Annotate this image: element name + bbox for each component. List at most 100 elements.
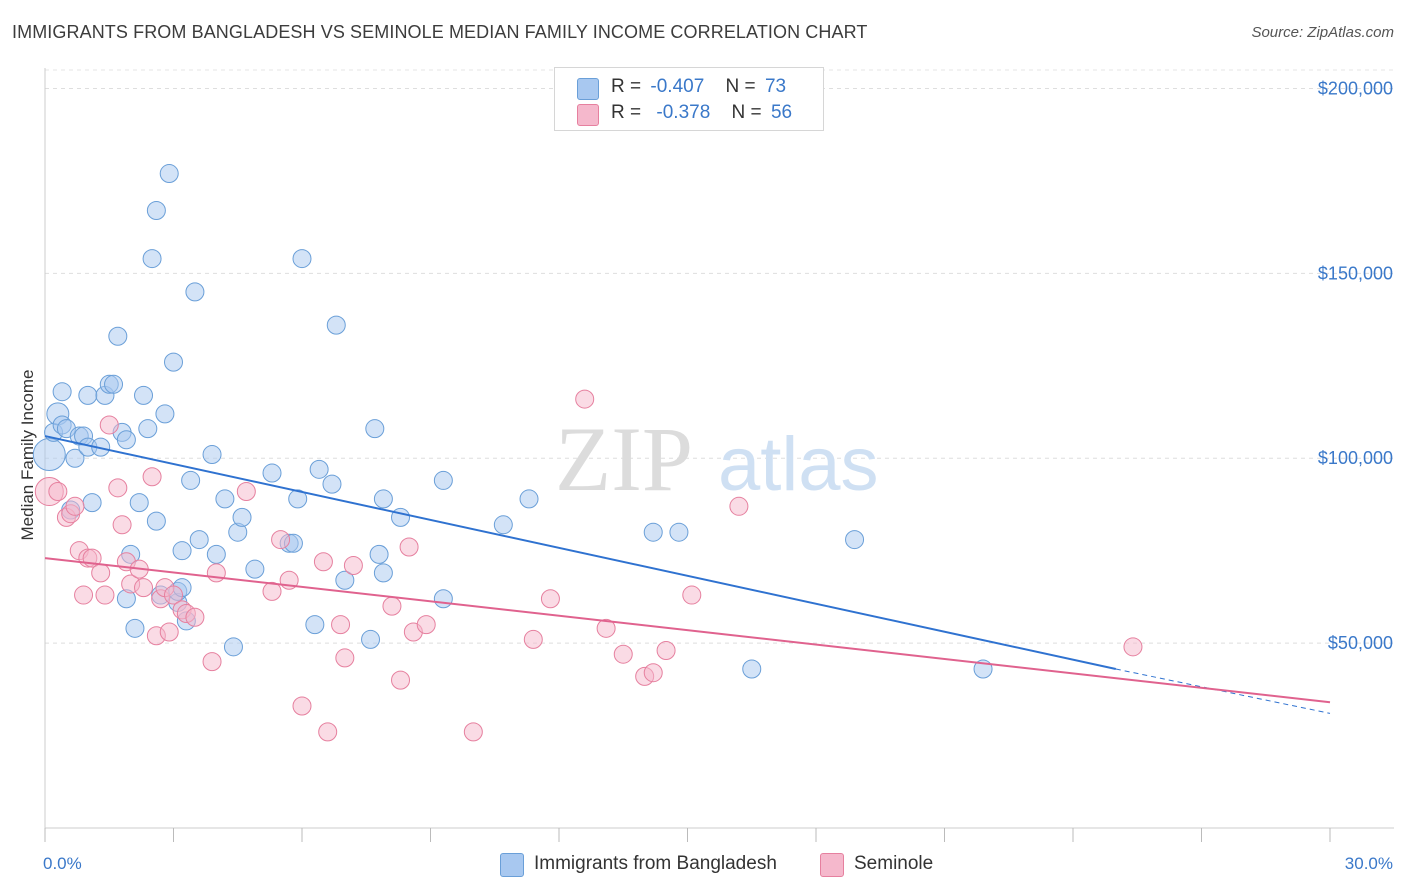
data-point (326, 315, 346, 335)
data-point (142, 249, 162, 269)
data-point (146, 201, 166, 221)
data-point (138, 419, 158, 439)
data-point (134, 385, 154, 405)
data-point (463, 722, 483, 742)
data-point (142, 467, 162, 487)
data-point (112, 515, 132, 535)
data-point (669, 522, 689, 542)
data-point (91, 563, 111, 583)
data-point (742, 659, 762, 679)
data-point (519, 489, 539, 509)
data-point (343, 555, 363, 575)
data-point (78, 385, 98, 405)
data-point (99, 415, 119, 435)
chart-title: IMMIGRANTS FROM BANGLADESH VS SEMINOLE M… (12, 22, 868, 42)
data-point (32, 438, 66, 472)
data-point (108, 326, 128, 346)
data-point (74, 585, 94, 605)
data-point (596, 618, 616, 638)
data-point (288, 489, 308, 509)
data-point (236, 482, 256, 502)
legend-n-label: N = (725, 76, 756, 97)
data-point (433, 589, 453, 609)
data-point (575, 389, 595, 409)
data-point (369, 544, 389, 564)
data-point (305, 615, 325, 635)
y-tick-labels: $50,000 $100,000 $150,000 $200,000 (1318, 78, 1393, 653)
data-point (523, 629, 543, 649)
legend-swatch-bangladesh (500, 853, 524, 877)
data-point (292, 249, 312, 269)
data-point (262, 463, 282, 483)
watermark-atlas: atlas (718, 422, 879, 507)
data-point (416, 615, 436, 635)
data-point (382, 596, 402, 616)
y-axis-label: Median Family Income (18, 369, 37, 540)
series-seminole-points (34, 389, 1143, 742)
data-point (185, 607, 205, 627)
data-point (82, 493, 102, 513)
data-point (65, 496, 85, 516)
legend-n-label: N = (731, 102, 762, 123)
data-point (155, 404, 175, 424)
data-point (95, 585, 115, 605)
data-point (164, 585, 183, 605)
x-tick-label-min: 0.0% (43, 854, 82, 873)
data-point (129, 493, 149, 513)
data-point (643, 522, 663, 542)
data-point (845, 530, 865, 550)
data-point (164, 352, 183, 372)
data-point (373, 489, 393, 509)
data-point (202, 652, 222, 672)
data-point (335, 648, 355, 668)
data-point (232, 507, 252, 527)
data-point (159, 164, 179, 184)
legend-r-value-bangladesh: -0.407 (650, 76, 705, 97)
grid-lines (45, 69, 1394, 644)
legend-r-label: R = (611, 76, 642, 97)
data-point (206, 544, 226, 564)
data-point (271, 530, 291, 550)
data-point (613, 644, 633, 664)
legend-r-label: R = (611, 102, 642, 123)
y-tick-label: $150,000 (1318, 263, 1393, 283)
data-point (215, 489, 235, 509)
data-point (318, 722, 338, 742)
data-point (206, 563, 226, 583)
data-point (391, 670, 411, 690)
data-point (729, 496, 749, 516)
x-tick-label-max: 30.0% (1345, 854, 1393, 873)
data-point (335, 570, 355, 590)
data-point (172, 541, 192, 561)
legend-label-seminole: Seminole (854, 853, 934, 874)
data-point (181, 470, 201, 490)
data-point (262, 581, 282, 601)
legend-n-value-seminole: 56 (770, 102, 793, 123)
legend-r-value-seminole: -0.378 (656, 102, 711, 123)
data-point (65, 448, 85, 468)
data-point (365, 419, 385, 439)
data-point (656, 641, 676, 661)
data-point (493, 515, 513, 535)
data-point (399, 537, 419, 557)
data-point (189, 530, 209, 550)
data-point (1123, 637, 1143, 657)
data-point (309, 459, 329, 479)
data-point (48, 482, 68, 502)
legend-swatch-bangladesh (577, 78, 599, 100)
data-point (116, 430, 136, 450)
legend-swatch-seminole (577, 104, 599, 126)
trend-line (44, 435, 1117, 670)
correlation-legend: R = -0.407 N = 73 R = -0.378 N = 56 (554, 67, 824, 131)
y-tick-label: $200,000 (1318, 78, 1393, 98)
legend-label-bangladesh: Immigrants from Bangladesh (534, 853, 777, 874)
legend-n-value-bangladesh: 73 (764, 76, 787, 97)
data-point (540, 589, 560, 609)
y-tick-label: $50,000 (1328, 633, 1393, 653)
data-point (361, 629, 381, 649)
data-point (643, 663, 663, 683)
data-point (134, 578, 154, 598)
series-legend: Immigrants from Bangladesh Seminole (0, 852, 1406, 878)
data-point (146, 511, 166, 531)
